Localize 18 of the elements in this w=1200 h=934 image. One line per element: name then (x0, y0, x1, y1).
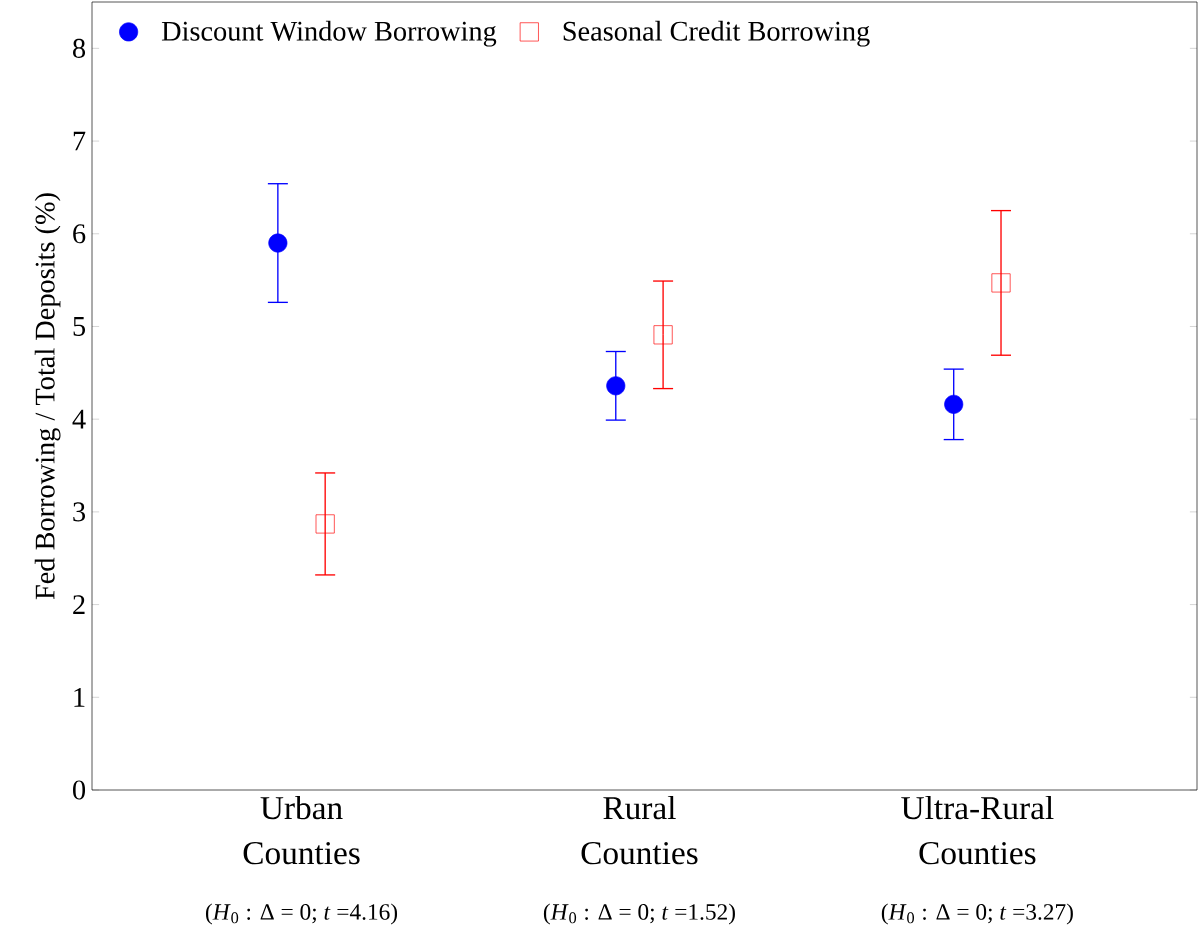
x-tick-label: Ultra-Rural Counties (901, 795, 1054, 865)
y-axis-title: Fed Borrowing / Total Deposits (%) (34, 193, 61, 600)
y-tick-label: 4 (72, 409, 86, 429)
x-tick-label: Rural Counties (581, 795, 698, 865)
y-tick-label: 2 (73, 595, 85, 614)
y-tick-label: 1 (74, 687, 85, 707)
legend-label: Seasonal Credit Borrowing (563, 20, 870, 47)
text: (H$_{0}$ : Δ = 0; t =3.27) (881, 903, 1073, 925)
y-tick-label: 3 (73, 502, 86, 522)
text: (H$_{0}$ : Δ = 0; t =4.16) (205, 903, 398, 925)
y-tick-label: 5 (73, 317, 86, 336)
x-tick-label: Urban Counties (243, 795, 360, 865)
y-tick-label: 7 (73, 131, 86, 151)
y-tick-label: 0 (73, 780, 86, 800)
y-tick-label: 8 (73, 38, 86, 58)
legend-label: Discount Window Borrowing (161, 20, 497, 47)
y-tick-label: 6 (73, 224, 86, 244)
text: (H$_{0}$ : Δ = 0; t =1.52) (543, 903, 735, 925)
